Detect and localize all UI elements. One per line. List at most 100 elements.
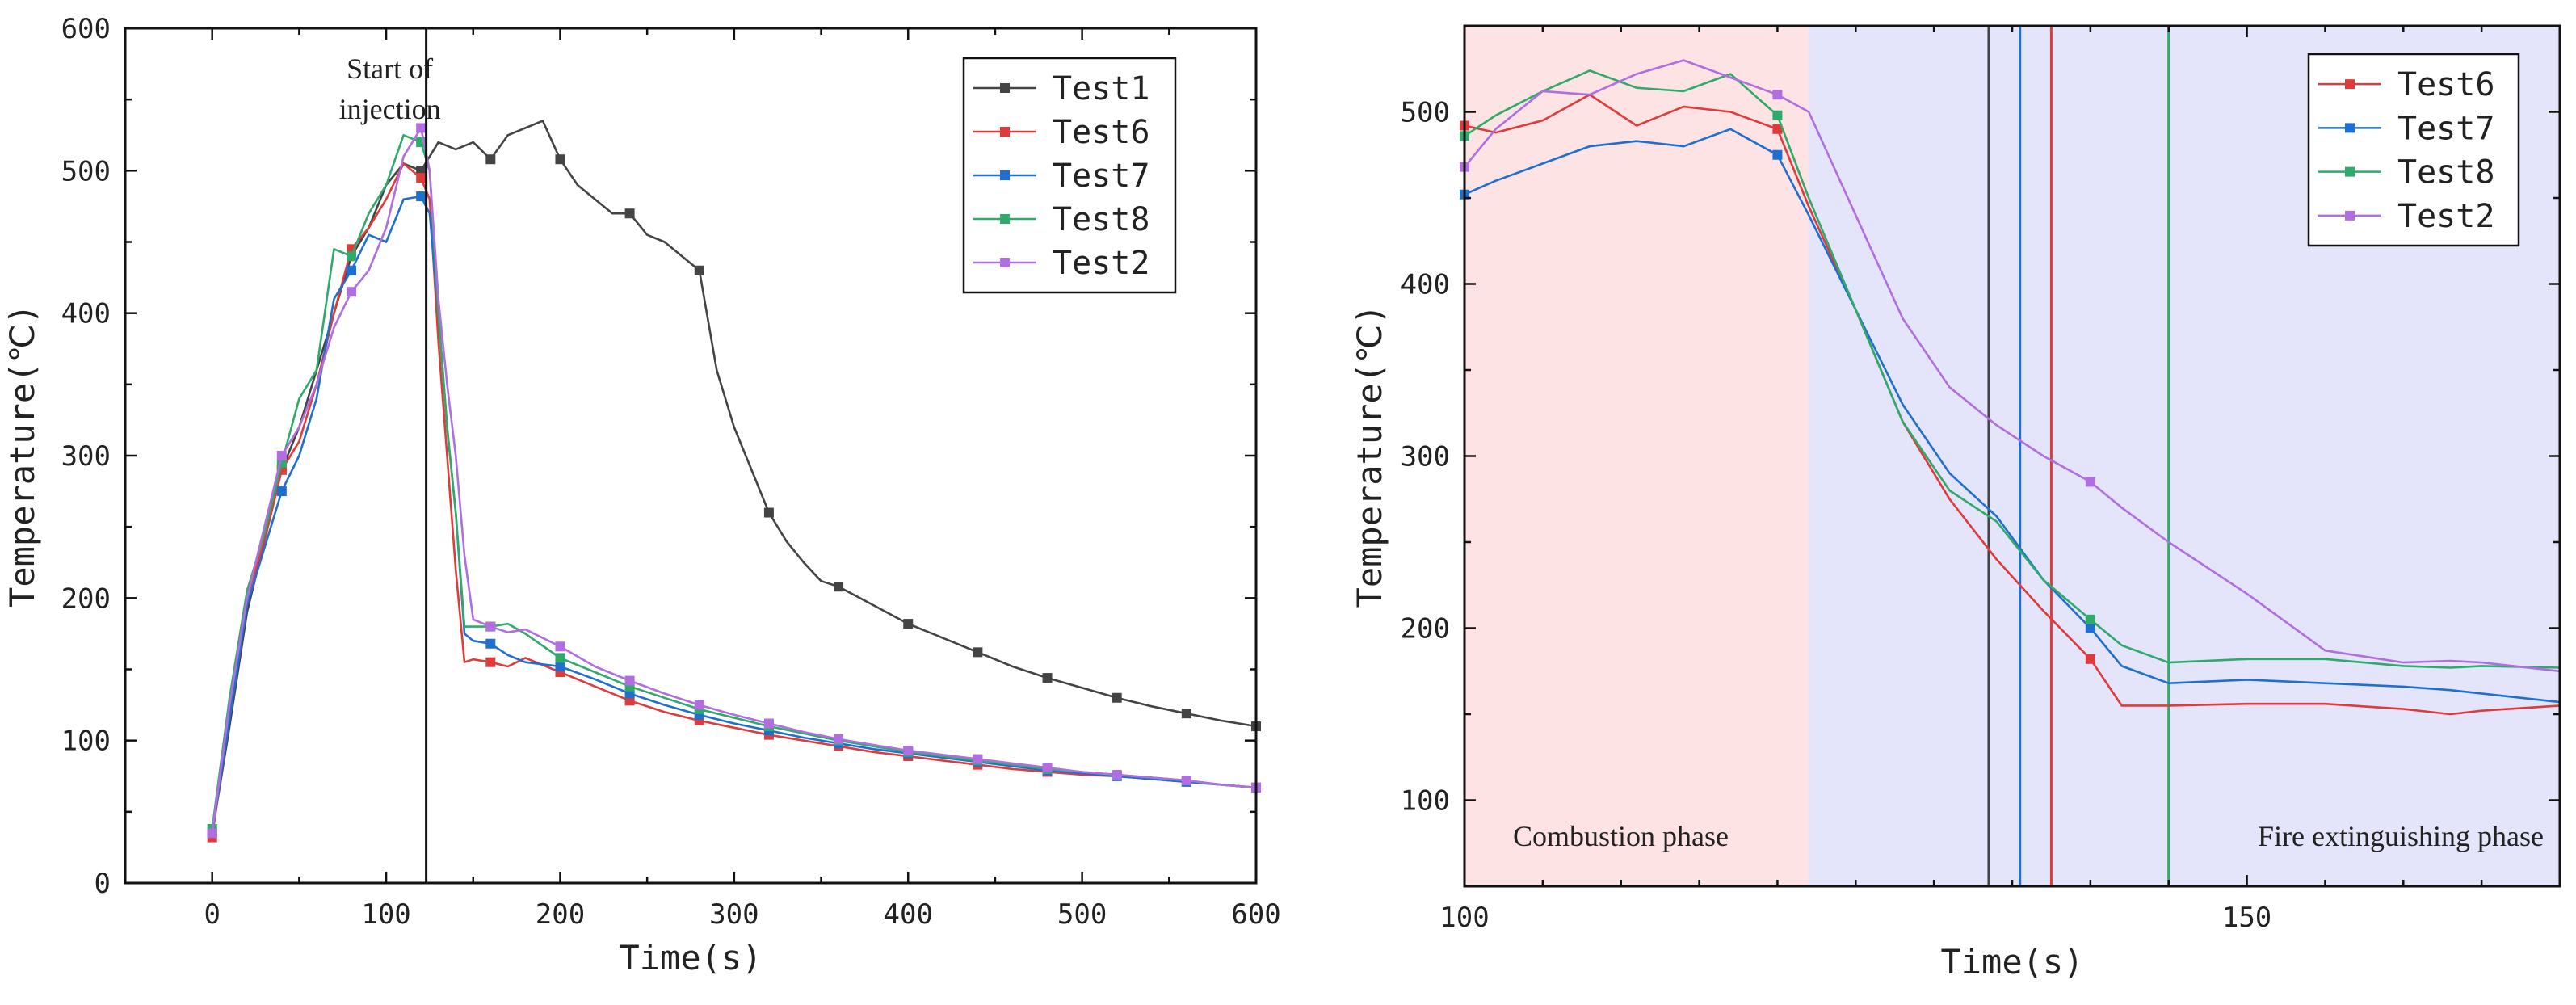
- data-point-test2-0: [207, 828, 217, 839]
- phase-label-combustion: Combustion phase: [1513, 820, 1729, 852]
- legend-label-test8: Test8: [2397, 154, 2494, 191]
- series-line-test2: [1463, 59, 2561, 673]
- x-tick-label: 300: [709, 898, 759, 931]
- data-point-test1-14: [1181, 709, 1191, 719]
- y-tick-label: 500: [1401, 97, 1450, 129]
- legend-label-test7: Test7: [2397, 110, 2494, 147]
- legend-marker-test1: [1000, 83, 1010, 93]
- x-tick-label: 400: [884, 898, 933, 931]
- data-point-test7-2: [347, 265, 356, 275]
- y-axis-label: Temperature(℃): [2, 304, 42, 608]
- annotation-line2: injection: [339, 93, 441, 125]
- data-point-test2-3: [416, 123, 427, 133]
- x-tick-label: 600: [1231, 898, 1280, 931]
- phase-region-1: [1464, 26, 1809, 886]
- legend-label-test8: Test8: [1053, 201, 1149, 238]
- y-tick-label: 200: [61, 582, 111, 615]
- series-line-test6: [211, 162, 1257, 838]
- legend-label-test2: Test2: [2397, 198, 2494, 235]
- data-point-test2-10: [903, 746, 914, 756]
- y-tick-label: 400: [61, 298, 111, 330]
- legend: Test6 Test7 Test8 Test2: [2307, 53, 2520, 247]
- data-point-test7-5: [555, 661, 565, 671]
- legend-label-test2: Test2: [1053, 245, 1149, 282]
- y-tick-label: 100: [1401, 785, 1450, 818]
- data-point-test1-8: [763, 507, 774, 518]
- data-point-test2-9: [834, 734, 844, 744]
- y-tick-label: 0: [95, 868, 111, 900]
- legend: Test1 Test6 Test7 Test8 Test2: [962, 57, 1177, 294]
- x-tick-label: 200: [536, 898, 585, 931]
- data-point-test7-1: [276, 486, 287, 497]
- phase-label-extinguishing: Fire extinguishing phase: [2258, 820, 2544, 852]
- annotation-line1: Start of: [347, 53, 433, 85]
- data-point-test2-11: [973, 754, 983, 764]
- data-point-test8-5: [555, 653, 565, 663]
- x-tick-label: 0: [204, 898, 220, 931]
- data-point-test2-13: [1112, 769, 1122, 780]
- x-axis-label: Time(s): [619, 938, 762, 978]
- data-point-test6-1: [1772, 124, 1783, 134]
- chart-1: Start of injection 0 100 200 300 400 500 600 0 100…: [2, 13, 1281, 978]
- x-axis-label: Time(s): [1940, 942, 2083, 982]
- y-tick-label: 500: [61, 155, 111, 187]
- y-tick-label: 400: [1401, 269, 1450, 301]
- legend-marker-test8: [2345, 166, 2355, 177]
- data-point-test8-2: [2085, 614, 2095, 624]
- data-point-test1-11: [973, 647, 983, 658]
- y-tick-label: 600: [61, 13, 111, 45]
- data-point-test2-2: [347, 287, 356, 297]
- data-point-test2-6: [624, 675, 635, 686]
- data-point-test2-8: [763, 718, 774, 729]
- legend-label-test7: Test7: [1053, 158, 1149, 195]
- legend-marker-test2: [1000, 258, 1010, 267]
- y-tick-label: 200: [1401, 613, 1450, 645]
- y-tick-label: 300: [1401, 441, 1450, 473]
- data-point-test6-2: [2085, 654, 2095, 664]
- legend-marker-test2: [2345, 210, 2355, 221]
- data-point-test1-10: [903, 619, 914, 629]
- data-point-test2-14: [1181, 776, 1191, 786]
- data-point-test2-1: [1772, 90, 1783, 100]
- data-point-test6-3: [416, 173, 427, 183]
- x-tick-label: 100: [1439, 902, 1489, 934]
- data-point-test6-4: [485, 657, 496, 667]
- data-point-test1-12: [1042, 673, 1053, 683]
- data-point-test7-4: [485, 638, 496, 649]
- legend-label-test6: Test6: [1053, 114, 1149, 151]
- series-line-test8: [211, 134, 1257, 830]
- legend-label-test1: Test1: [1053, 70, 1149, 107]
- series-line-test8: [1464, 69, 2561, 669]
- data-point-test2-5: [555, 641, 565, 652]
- data-point-test2-1: [276, 451, 287, 460]
- legend-box: [2307, 53, 2520, 247]
- data-point-test7-1: [1772, 149, 1783, 160]
- data-point-test1-7: [694, 265, 704, 275]
- legend-marker-test7: [1000, 170, 1010, 180]
- legend-marker-test6: [2345, 79, 2355, 90]
- x-tick-label: 500: [1057, 898, 1107, 931]
- series-line-test7: [211, 195, 1257, 834]
- data-point-test2-4: [485, 621, 496, 632]
- data-point-test8-2: [347, 251, 356, 262]
- chart-2: Combustion phase Fire extinguishing phase…: [1350, 24, 2561, 982]
- y-tick-label: 100: [61, 725, 111, 758]
- data-point-test8-1: [1772, 110, 1783, 120]
- data-point-test1-9: [834, 582, 844, 592]
- data-point-test1-4: [485, 154, 496, 165]
- y-axis-label: Temperature(℃): [1350, 305, 1389, 608]
- series-group: [1460, 59, 2561, 716]
- data-point-test1-5: [555, 154, 565, 165]
- data-point-test2-12: [1042, 763, 1053, 773]
- legend-marker-test8: [1000, 214, 1010, 224]
- series-line-test6: [1464, 93, 2561, 716]
- legend-marker-test6: [1000, 127, 1010, 137]
- data-point-test7-3: [416, 191, 427, 202]
- series-group: [207, 120, 1261, 843]
- series-line-test7: [1464, 128, 2561, 704]
- data-point-test7-2: [2085, 623, 2095, 633]
- series-line-test2: [211, 127, 1257, 834]
- legend-marker-test7: [2345, 123, 2355, 133]
